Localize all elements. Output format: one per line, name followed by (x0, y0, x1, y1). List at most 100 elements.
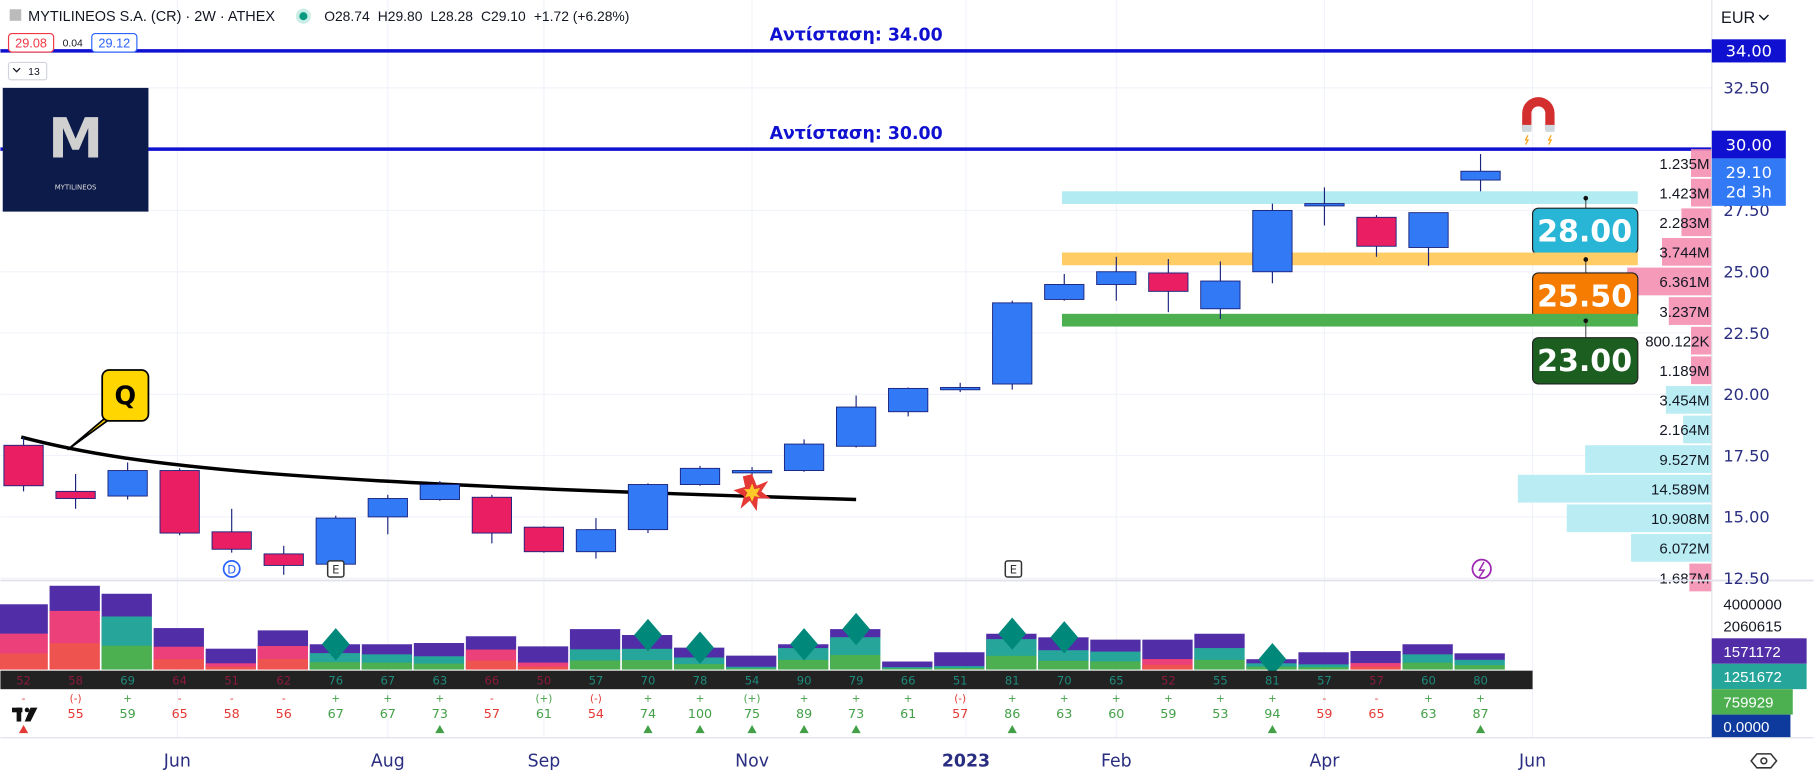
signal-sign: + (1060, 693, 1069, 705)
candle (107, 462, 148, 500)
signal-sign: - (1375, 693, 1379, 705)
tradingview-logo[interactable] (11, 707, 38, 722)
candle (627, 483, 669, 534)
candle-body (1200, 280, 1241, 310)
volume-segment-mid (1298, 664, 1350, 670)
market-open-dot (295, 8, 311, 24)
candle-body (1096, 271, 1137, 285)
signal-triangle-icon (435, 725, 445, 734)
svg-text:0.0000: 0.0000 (1723, 719, 1769, 736)
candle-body (940, 386, 981, 391)
lightning-event-icon[interactable] (1471, 558, 1492, 580)
q-callout[interactable]: Q (66, 369, 150, 451)
currency-select[interactable]: EUR (1721, 9, 1755, 27)
volume-segment-mid (934, 666, 986, 670)
candle (1408, 212, 1449, 266)
signal-value: 65 (1368, 706, 1384, 721)
ohlc-low: L28.28 (431, 8, 474, 24)
signal-sign: - (22, 693, 26, 705)
signal-triangle-icon (1267, 725, 1278, 734)
signal-sign: (-) (70, 693, 82, 705)
zone-anchor[interactable] (1583, 195, 1589, 201)
volume-segment-low (101, 645, 153, 670)
volume-bar (1350, 651, 1402, 670)
indicator-value: 57 (1317, 674, 1332, 688)
dividend-marker[interactable]: D (222, 559, 241, 578)
earnings-marker[interactable]: E (326, 560, 345, 578)
signal-sign: + (904, 693, 913, 705)
candle (1460, 154, 1501, 192)
candle-body (55, 490, 96, 499)
bid-button[interactable] (7, 32, 55, 53)
volume-profile-label: 2.164M (1659, 422, 1709, 439)
price-tick: 20.00 (1723, 385, 1769, 404)
indicator-value: 50 (537, 674, 552, 688)
volume-bar (465, 636, 518, 670)
volume-segment-low (257, 658, 309, 670)
magnet-icon[interactable] (1522, 97, 1555, 145)
signal-sign: + (1112, 693, 1121, 705)
signal-sign: (+) (535, 693, 552, 705)
volume-axis-value: 2060615 (1723, 618, 1781, 635)
volume-segment-low (726, 668, 777, 670)
volume-profile-label: 800.122K (1645, 333, 1709, 350)
time-axis[interactable] (0, 737, 1814, 784)
support-zones[interactable]: 28.00 25.50 23.00 (1061, 191, 1639, 385)
svg-text:30.00: 30.00 (1726, 135, 1772, 154)
volume-bar (726, 655, 778, 670)
volume-bar (1142, 639, 1194, 670)
price-tick: 17.50 (1723, 446, 1769, 465)
volume-segment-mid (882, 667, 934, 670)
volume-segment-low (413, 663, 465, 670)
volume-profile-bar (1683, 415, 1712, 444)
volume-segment-low (309, 662, 361, 670)
volume-profile-label: 3.237M (1659, 304, 1709, 321)
zone-band[interactable] (1061, 191, 1638, 204)
price-axis[interactable]: EUR 32.50 27.50 25.00 22.50 20.00 17.50 15.00 1… (1711, 0, 1807, 784)
volume-profile-label: 2.283M (1659, 215, 1709, 232)
signal-value: 56 (276, 706, 292, 721)
signal-value: 63 (1420, 706, 1436, 721)
zone-price-text: 28.00 (1537, 215, 1632, 250)
candle-body (575, 529, 617, 553)
zone-anchor[interactable] (1583, 257, 1589, 262)
earnings-marker[interactable]: E (1004, 560, 1023, 578)
volume-bar (257, 630, 310, 670)
volume-profile-label: 3.454M (1659, 393, 1709, 410)
signal-value: 67 (328, 706, 344, 721)
volume-segment-low (830, 654, 881, 670)
candle-body (367, 498, 408, 518)
signal-sign: + (1424, 693, 1433, 705)
zone-price-label[interactable] (1532, 337, 1639, 385)
zone-band[interactable] (1061, 313, 1638, 327)
volume-bar (1454, 653, 1506, 670)
volume-profile-label: 3.744M (1659, 245, 1709, 262)
signal-triangle-icon (1007, 725, 1017, 734)
signal-sign: + (696, 693, 705, 705)
candle-body (1356, 216, 1397, 247)
candle-body (263, 553, 304, 566)
signal-value: 63 (1056, 706, 1072, 721)
settings-gear-icon[interactable] (1750, 753, 1778, 769)
zone-anchor[interactable] (1583, 318, 1589, 324)
signal-value: 60 (1108, 706, 1124, 721)
ohlc-high: H29.80 (378, 8, 423, 24)
zone-band[interactable] (1061, 252, 1638, 266)
candle (419, 481, 460, 501)
volume-profile-bar (1627, 267, 1712, 296)
price-tick: 32.50 (1723, 79, 1769, 98)
indicator-band (0, 670, 1533, 690)
ask-button[interactable] (91, 32, 138, 53)
indicator-value: 81 (1005, 674, 1020, 688)
symbol-title[interactable]: MYTILINEOS S.A. (CR) · 2W · ATHEX (28, 9, 275, 25)
indicators-collapse-button[interactable] (7, 61, 48, 81)
signal-sign: - (1323, 693, 1327, 705)
volume-profile-bar (1662, 237, 1712, 266)
volume-axis-max: 4000000 (1723, 596, 1781, 613)
signal-value: 58 (224, 706, 240, 721)
volume-segment-low (361, 662, 413, 670)
time-tick: Jun (163, 752, 191, 772)
volume-profile-bar (1631, 533, 1712, 562)
volume-bar (882, 661, 934, 670)
